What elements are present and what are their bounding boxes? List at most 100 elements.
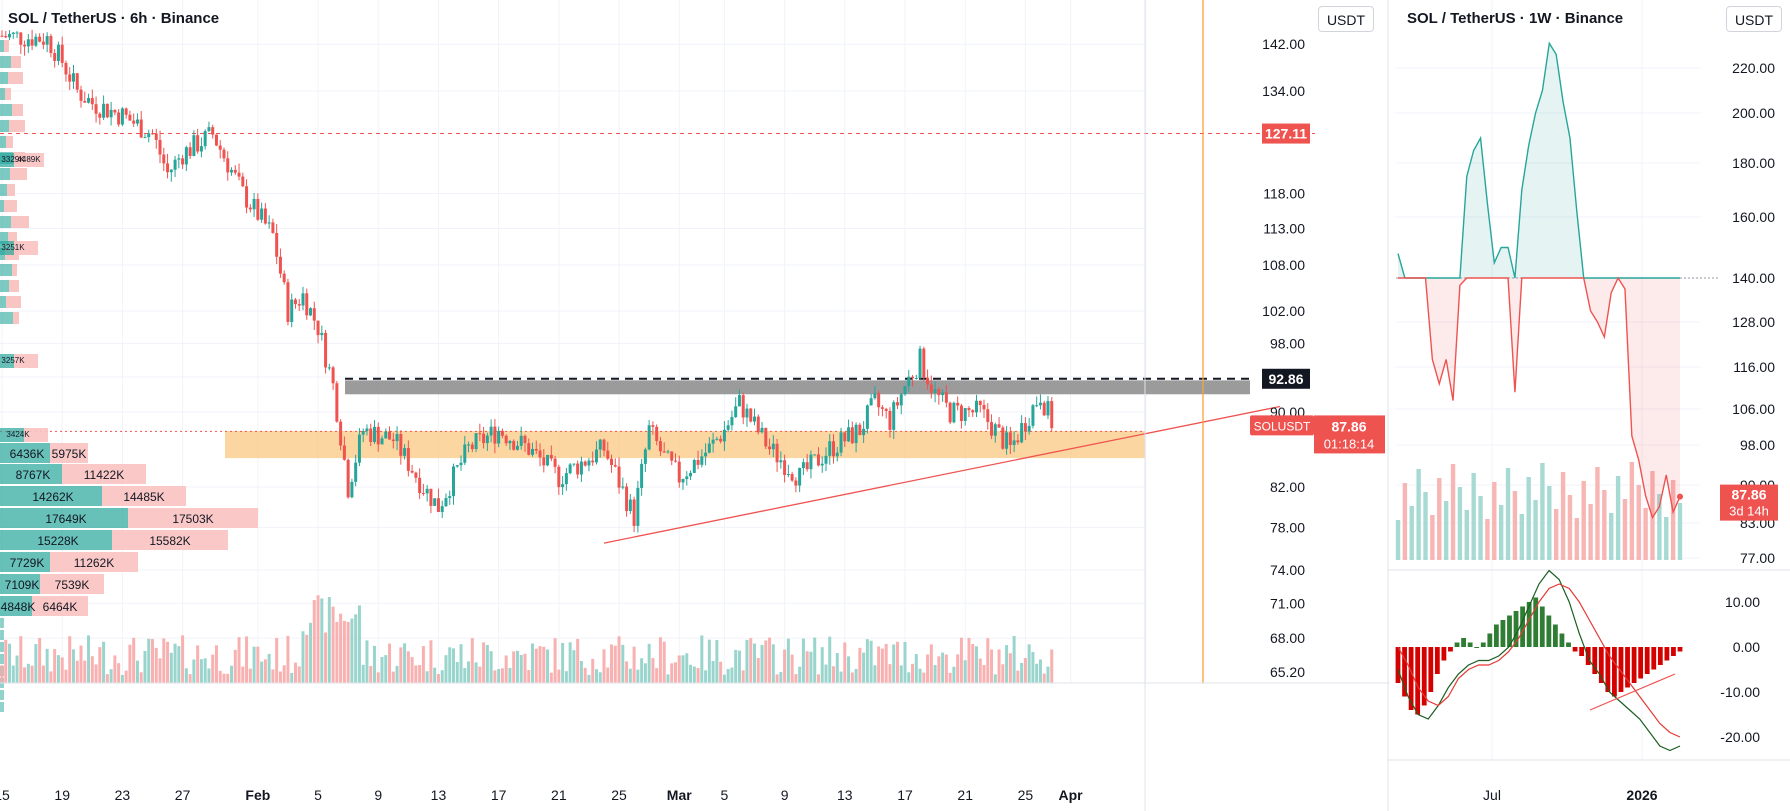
volume-bar: [760, 644, 764, 683]
candle-body: [707, 443, 711, 453]
candle-body: [354, 462, 358, 482]
left-currency-button[interactable]: USDT: [1318, 6, 1374, 32]
candle-body: [779, 460, 783, 463]
vp-sell-bar: [12, 264, 17, 276]
candle-body: [263, 208, 267, 224]
vp-buy-label: 3251K: [1, 243, 25, 252]
candle-body: [952, 402, 956, 423]
candle-body: [1005, 432, 1009, 449]
volume-bar: [911, 663, 915, 683]
volume-bar: [11, 665, 15, 683]
candle-body: [531, 448, 535, 455]
volume-bar: [715, 640, 719, 683]
candle-body: [888, 410, 892, 430]
volume-bar: [858, 647, 862, 683]
candle-body: [865, 405, 869, 429]
weekly-volume-bar: [1588, 504, 1593, 560]
price-tick-label: 65.20: [1270, 664, 1305, 680]
candle-body: [508, 440, 512, 444]
volume-bar: [696, 667, 700, 683]
volume-bar: [297, 666, 301, 683]
candle-body: [670, 451, 674, 461]
date-tick-label: 19: [54, 787, 70, 803]
volume-bar: [553, 638, 557, 683]
volume-bar: [798, 666, 802, 683]
candle-body: [275, 232, 279, 257]
volume-bar: [1035, 663, 1039, 683]
volume-bar: [109, 669, 113, 683]
candle-body: [60, 44, 64, 63]
candle-body: [493, 426, 497, 444]
vp-buy-bar: [0, 354, 14, 368]
volume-bar: [395, 665, 399, 683]
weekly-volume-bar: [1664, 517, 1669, 560]
volume-bar: [1023, 658, 1027, 683]
candle-body: [715, 438, 719, 440]
weekly-volume-bar: [1492, 482, 1497, 560]
candle-body: [786, 474, 790, 476]
volume-bar: [459, 644, 463, 683]
volume-bar: [768, 637, 772, 683]
candle-body: [1023, 423, 1027, 432]
last-price-tag: 87.86: [1331, 418, 1366, 434]
volume-bar: [260, 661, 264, 683]
volume-bar: [903, 641, 907, 683]
volume-bar: [143, 650, 147, 683]
candle-body: [986, 409, 990, 423]
weekly-volume-bar: [1519, 514, 1525, 560]
candle-body: [741, 395, 745, 418]
candle-body: [764, 427, 768, 447]
volume-bar: [357, 605, 361, 683]
candle-body: [151, 133, 154, 135]
left-vertical-grid: [1, 0, 1147, 683]
volume-bar: [613, 645, 617, 683]
macd-histogram-bar: [1421, 647, 1427, 706]
weekly-volume-bar: [1615, 476, 1621, 560]
macd-tick-label: -20.00: [1720, 729, 1760, 745]
candle-body: [403, 448, 407, 456]
volume-bar: [436, 674, 440, 683]
candle-body: [974, 400, 978, 413]
volume-bar: [365, 640, 369, 683]
volume-bar: [873, 665, 877, 683]
volume-bar: [926, 654, 930, 683]
macd-histogram-bar: [1644, 647, 1650, 674]
volume-bar: [56, 655, 60, 683]
weekly-volume-bar: [1485, 519, 1490, 560]
vp-buy-bar: [0, 104, 12, 116]
macd-histogram-bar: [1631, 647, 1637, 683]
candle-body: [914, 377, 918, 379]
volume-bar: [700, 635, 704, 683]
macd-histogram-bar: [1552, 624, 1558, 647]
right-price-tick: 200.00: [1732, 105, 1775, 121]
volume-bar: [388, 643, 392, 683]
volume-bar: [286, 635, 290, 683]
weekly-volume-bar: [1526, 477, 1531, 560]
candle-body: [418, 477, 422, 494]
volume-bar: [531, 643, 535, 683]
volume-bar: [832, 666, 836, 683]
candle-body: [482, 433, 486, 444]
volume-bar: [214, 645, 218, 683]
right-currency-button[interactable]: USDT: [1726, 6, 1782, 32]
date-tick-label: 13: [431, 787, 447, 803]
volume-bar: [4, 639, 8, 683]
volume-bar: [406, 651, 410, 683]
baseline-line-up: [1397, 41, 1680, 279]
candle-body: [862, 428, 866, 436]
volume-bar: [651, 658, 655, 683]
candle-body: [117, 112, 121, 125]
candle-body: [45, 36, 49, 45]
vp-buy-bar: [0, 56, 11, 68]
candle-body: [421, 493, 425, 495]
volume-bar: [892, 644, 896, 683]
volume-bar: [177, 646, 181, 683]
candle-body: [734, 406, 738, 418]
vp-buy-bar: [0, 690, 4, 700]
volume-bar: [734, 649, 738, 683]
volume-bar: [1008, 653, 1012, 683]
volume-bar: [162, 638, 166, 683]
